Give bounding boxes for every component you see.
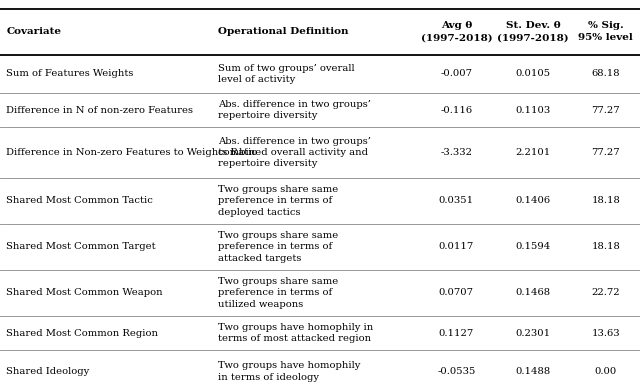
Text: Abs. difference in two groups’
combined overall activity and
repertoire diversit: Abs. difference in two groups’ combined … bbox=[218, 136, 371, 169]
Text: Shared Most Common Target: Shared Most Common Target bbox=[6, 242, 156, 251]
Text: 0.1406: 0.1406 bbox=[516, 196, 550, 205]
Text: Sum of two groups’ overall
level of activity: Sum of two groups’ overall level of acti… bbox=[218, 64, 355, 84]
Text: 68.18: 68.18 bbox=[591, 69, 620, 79]
Text: Difference in Non-zero Features to Weights Ratio: Difference in Non-zero Features to Weigh… bbox=[6, 148, 258, 157]
Text: Two groups share same
preference in terms of
attacked targets: Two groups share same preference in term… bbox=[218, 231, 339, 263]
Text: 0.1468: 0.1468 bbox=[516, 288, 550, 298]
Text: 0.1127: 0.1127 bbox=[438, 328, 474, 338]
Text: 0.1594: 0.1594 bbox=[515, 242, 551, 251]
Text: Shared Most Common Weapon: Shared Most Common Weapon bbox=[6, 288, 163, 298]
Text: Abs. difference in two groups’
repertoire diversity: Abs. difference in two groups’ repertoir… bbox=[218, 100, 371, 120]
Text: 0.1488: 0.1488 bbox=[515, 367, 551, 376]
Text: Covariate: Covariate bbox=[6, 27, 61, 36]
Text: % Sig.
95% level: % Sig. 95% level bbox=[579, 21, 633, 42]
Text: 77.27: 77.27 bbox=[591, 148, 620, 157]
Text: 2.2101: 2.2101 bbox=[515, 148, 551, 157]
Text: 0.0707: 0.0707 bbox=[439, 288, 474, 298]
Text: 22.72: 22.72 bbox=[591, 288, 620, 298]
Text: 0.0105: 0.0105 bbox=[516, 69, 550, 79]
Text: Avg θ
(1997-2018): Avg θ (1997-2018) bbox=[420, 21, 492, 42]
Text: St. Dev. θ
(1997-2018): St. Dev. θ (1997-2018) bbox=[497, 21, 569, 42]
Text: 77.27: 77.27 bbox=[591, 106, 620, 115]
Text: Operational Definition: Operational Definition bbox=[218, 27, 349, 36]
Text: Shared Ideology: Shared Ideology bbox=[6, 367, 90, 376]
Text: 0.1103: 0.1103 bbox=[515, 106, 551, 115]
Text: 0.0351: 0.0351 bbox=[439, 196, 474, 205]
Text: 0.0117: 0.0117 bbox=[438, 242, 474, 251]
Text: 13.63: 13.63 bbox=[591, 328, 620, 338]
Text: -0.007: -0.007 bbox=[440, 69, 472, 79]
Text: Two groups have homophily in
terms of most attacked region: Two groups have homophily in terms of mo… bbox=[218, 323, 374, 343]
Text: Shared Most Common Region: Shared Most Common Region bbox=[6, 328, 159, 338]
Text: -0.116: -0.116 bbox=[440, 106, 472, 115]
Text: 18.18: 18.18 bbox=[591, 242, 620, 251]
Text: Two groups share same
preference in terms of
deployed tactics: Two groups share same preference in term… bbox=[218, 185, 339, 217]
Text: 0.00: 0.00 bbox=[595, 367, 617, 376]
Text: Sum of Features Weights: Sum of Features Weights bbox=[6, 69, 134, 79]
Text: -3.332: -3.332 bbox=[440, 148, 472, 157]
Text: -0.0535: -0.0535 bbox=[437, 367, 476, 376]
Text: Two groups share same
preference in terms of
utilized weapons: Two groups share same preference in term… bbox=[218, 277, 339, 309]
Text: Difference in N of non-zero Features: Difference in N of non-zero Features bbox=[6, 106, 193, 115]
Text: Shared Most Common Tactic: Shared Most Common Tactic bbox=[6, 196, 153, 205]
Text: 0.2301: 0.2301 bbox=[516, 328, 550, 338]
Text: 18.18: 18.18 bbox=[591, 196, 620, 205]
Text: Two groups have homophily
in terms of ideology: Two groups have homophily in terms of id… bbox=[218, 361, 360, 382]
